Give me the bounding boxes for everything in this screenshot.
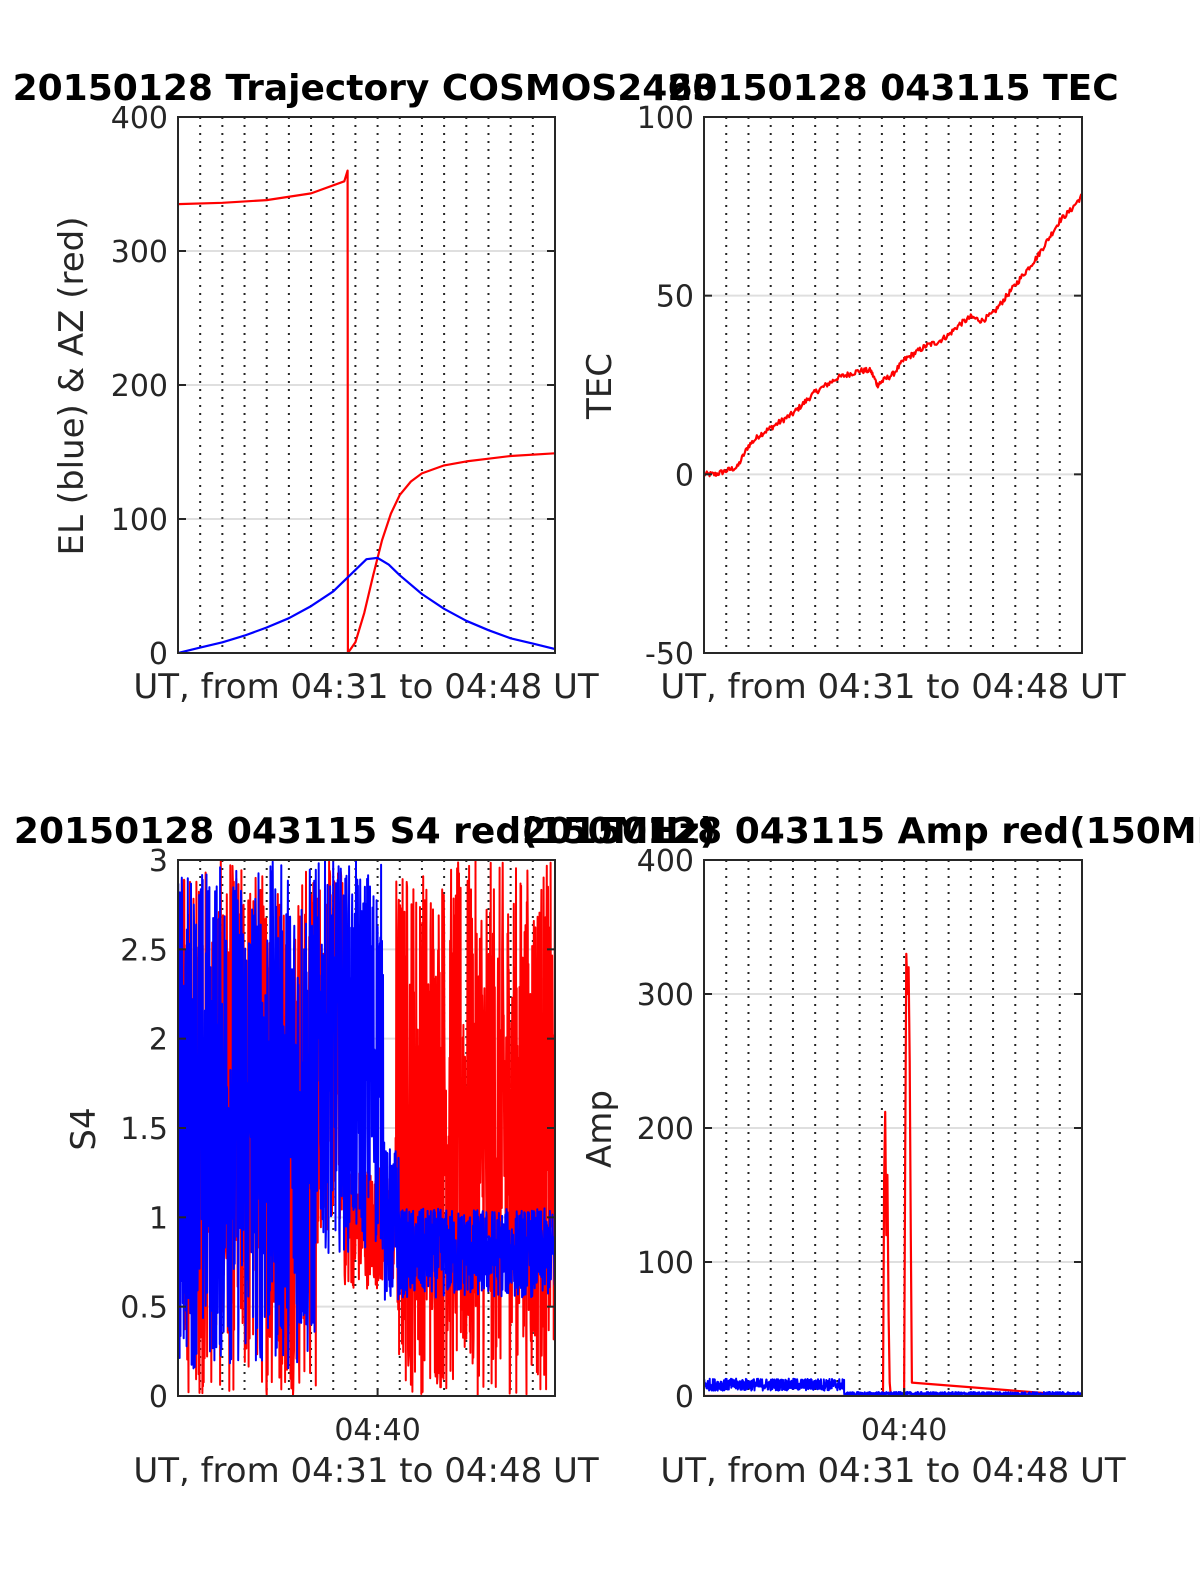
y-tick-label: 0 — [675, 1380, 694, 1415]
trajectory-panel: 0 100 200 300 400 20150128 Trajectory COSMOS… — [13, 68, 718, 707]
x-axis-label: UT, from 04:31 to 04:48 UT — [133, 667, 599, 707]
y-tick-label: 0 — [675, 458, 694, 493]
x-tick-label: 04:40 — [861, 1413, 947, 1448]
s4-panel: 0 0.5 1 1.5 2 2.5 3 04:40 20150128 043115 S4 re… — [14, 811, 716, 1491]
chart-title: 20150128 Trajectory COSMOS2463 — [13, 68, 718, 109]
series-line-0 — [704, 193, 1082, 478]
y-axis-label: TEC — [580, 353, 620, 420]
series-line-0 — [178, 860, 555, 1396]
y-tick-label: 100 — [637, 1246, 694, 1281]
chart-title: 20150128 043115 S4 red(150MHz) — [14, 811, 716, 852]
amp-panel: 0 100 200 300 400 04:40 20150128 043115 Amp r… — [522, 811, 1200, 1491]
y-tick-label: 0 — [149, 1380, 168, 1415]
y-tick-label: 200 — [111, 369, 168, 404]
y-tick-label: 2.5 — [120, 933, 168, 968]
y-axis-label: EL (blue) & AZ (red) — [52, 216, 92, 555]
y-tick-label: 1 — [149, 1201, 168, 1236]
y-tick-label: 0.5 — [120, 1291, 168, 1326]
series-line-1 — [704, 1377, 1082, 1396]
x-axis-label: UT, from 04:31 to 04:48 UT — [660, 667, 1126, 707]
y-tick-label: 100 — [637, 101, 694, 136]
tec-panel: -50 0 50 100 20150128 043115 TEC UT, from 0… — [580, 68, 1126, 707]
series-line-1 — [178, 556, 555, 653]
series-line-0 — [178, 169, 555, 653]
y-tick-label: 200 — [637, 1112, 694, 1147]
y-tick-label: -50 — [645, 637, 694, 672]
y-axis-label: Amp — [580, 1090, 620, 1168]
axes-frame — [703, 116, 1083, 654]
y-tick-label: 1.5 — [120, 1112, 168, 1147]
x-axis-label: UT, from 04:31 to 04:48 UT — [133, 1451, 599, 1491]
y-tick-label: 100 — [111, 503, 168, 538]
y-tick-label: 400 — [111, 101, 168, 136]
y-axis-label: S4 — [64, 1107, 104, 1150]
x-axis-label: UT, from 04:31 to 04:48 UT — [660, 1451, 1126, 1491]
y-tick-label: 2 — [149, 1023, 168, 1058]
series-line-1 — [178, 860, 555, 1370]
y-tick-label: 300 — [111, 235, 168, 270]
chart-title: 20150128 043115 Amp red(150MHz) — [522, 811, 1200, 852]
chart-title: 20150128 043115 TEC — [667, 68, 1118, 109]
y-tick-label: 50 — [656, 280, 694, 315]
y-tick-label: 300 — [637, 978, 694, 1013]
y-tick-label: 3 — [149, 844, 168, 879]
y-tick-label: 0 — [149, 637, 168, 672]
series-line-0 — [704, 952, 1082, 1396]
x-tick-label: 04:40 — [334, 1413, 420, 1448]
y-tick-label: 400 — [637, 844, 694, 879]
